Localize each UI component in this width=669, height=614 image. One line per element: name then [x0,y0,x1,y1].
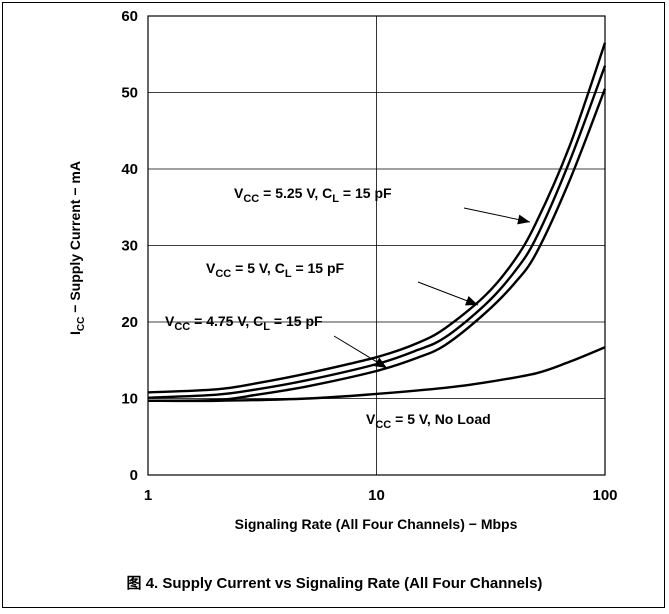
figure-frame [2,2,665,608]
plot-area [147,15,606,476]
annotations: VCC = 5.25 V, CL = 15 pF VCC = 5 V, CL = … [165,185,531,431]
y-tick-label: 20 [121,314,138,331]
y-tick-label: 60 [121,8,138,25]
x-tick-label: 1 [144,487,152,504]
arrow-5-25v-arrowhead [517,214,530,225]
annotation-5v: VCC = 5 V, CL = 15 pF [206,260,345,280]
annotation-5-25v: VCC = 5.25 V, CL = 15 pF [234,185,392,205]
series-group [147,42,607,403]
arrow-5v-arrowhead [465,296,478,306]
series-line-3 [147,88,607,402]
series-line-1 [147,42,607,394]
grid [148,16,605,475]
tick-labels: 0 10 20 30 40 50 60 1 10 100 [121,8,617,504]
arrow-4-75v-arrowhead [374,357,387,368]
y-tick-label: 10 [121,391,138,408]
x-axis-title: Signaling Rate (All Four Channels) − Mbp… [235,516,518,532]
annotation-no-load: VCC = 5 V, No Load [366,411,491,431]
y-axis-title: ICC − Supply Current − mA [67,161,87,335]
x-tick-label: 100 [592,487,617,504]
series-line-2 [147,65,607,399]
y-tick-label: 50 [121,85,138,102]
chart: 0 10 20 30 40 50 60 1 10 100 VCC = 5.25 V, CL = 1… [67,8,618,532]
x-tick-label: 10 [368,487,385,504]
y-tick-label: 0 [130,467,138,484]
series-line-4 [147,346,606,403]
annotation-4-75v: VCC = 4.75 V, CL = 15 pF [165,313,323,333]
y-tick-label: 40 [121,161,138,178]
y-tick-label: 30 [121,238,138,255]
figure-caption: 图 4. Supply Current vs Signaling Rate (A… [126,575,543,592]
